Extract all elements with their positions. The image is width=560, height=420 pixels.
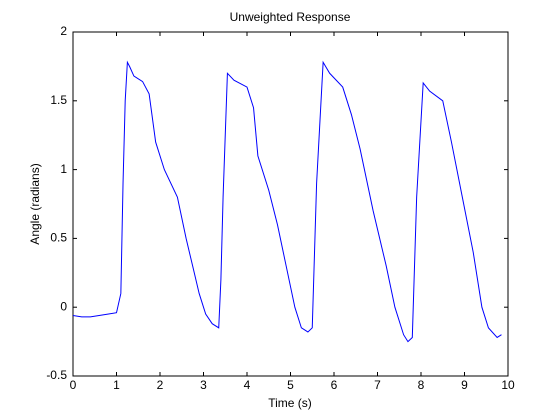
y-tick-label: 0.5 [50,231,67,245]
chart-title: Unweighted Response [230,10,351,24]
x-tick-label: 10 [501,378,515,392]
y-tick-label: 1.5 [50,93,67,107]
x-tick-label: 2 [157,378,164,392]
x-tick-label: 4 [244,378,251,392]
x-tick-label: 0 [70,378,77,392]
x-tick-label: 3 [200,378,207,392]
x-axis-label: Time (s) [268,396,312,410]
plot-box [72,31,509,377]
y-axis-label: Angle (radians) [28,163,42,244]
x-tick-label: 6 [331,378,338,392]
y-tick-label: 1 [60,162,67,176]
x-tick-label: 8 [418,378,425,392]
y-tick-label: -0.5 [46,368,67,382]
y-tick-label: 2 [60,24,67,38]
x-tick-label: 9 [461,378,468,392]
x-tick-label: 7 [374,378,381,392]
y-tick-label: 0 [60,299,67,313]
data-line [72,60,502,343]
x-tick-label: 1 [113,378,120,392]
x-tick-label: 5 [287,378,294,392]
